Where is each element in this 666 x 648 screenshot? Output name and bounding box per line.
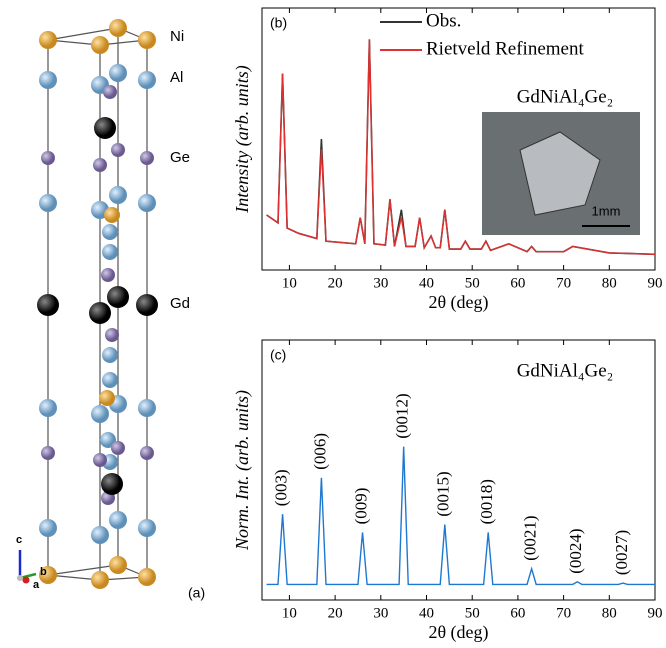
y-axis-label: Norm. Int. (arb. units) <box>232 390 253 551</box>
atom-label: Gd <box>170 295 190 312</box>
axis-label: b <box>40 566 47 578</box>
y-axis-label: Intensity (arb. units) <box>232 65 253 213</box>
peak-label: (0018) <box>477 479 496 524</box>
peak-label: (0027) <box>612 530 631 575</box>
scale-label: 1mm <box>592 203 621 218</box>
x-tick-label: 50 <box>465 605 480 621</box>
x-tick-label: 90 <box>648 605 663 621</box>
panel-label: (c) <box>270 347 286 363</box>
panel-label: (b) <box>270 15 287 31</box>
x-tick-label: 30 <box>373 275 388 291</box>
crystal-structure: Ni Al Ge Gd c b a (a) <box>16 19 205 601</box>
data-line <box>266 446 655 586</box>
atom-label: Al <box>170 69 183 86</box>
x-tick-label: 80 <box>602 275 617 291</box>
data-line <box>266 39 656 255</box>
atom-label: Ge <box>170 149 190 166</box>
crystal-photo <box>519 131 601 216</box>
x-axis-label: 2θ (deg) <box>428 292 488 313</box>
peak-label: (0012) <box>393 393 412 438</box>
x-tick-label: 20 <box>328 605 343 621</box>
x-tick-label: 60 <box>510 605 525 621</box>
annotation: GdNiAl₄Ge₂ <box>517 360 614 381</box>
peak-label: (006) <box>310 433 329 470</box>
peak-label: (009) <box>351 488 370 525</box>
annotation: GdNiAl₄Ge₂ <box>517 86 614 107</box>
peak-label: (003) <box>271 469 290 506</box>
x-tick-label: 40 <box>419 275 434 291</box>
plot-frame <box>261 7 656 271</box>
axis-label: c <box>16 534 22 546</box>
x-tick-label: 70 <box>556 275 571 291</box>
x-tick-label: 80 <box>602 605 617 621</box>
x-tick-label: 40 <box>419 605 434 621</box>
legend-label: Obs. <box>426 10 461 31</box>
plot-frame <box>261 339 656 601</box>
legend-label: Rietveld Refinement <box>426 38 584 59</box>
x-tick-label: 70 <box>556 605 571 621</box>
x-tick-label: 20 <box>328 275 343 291</box>
x-tick-label: 10 <box>282 275 297 291</box>
peak-label: (0015) <box>434 471 453 516</box>
peak-label: (0024) <box>566 528 585 573</box>
x-tick-label: 50 <box>465 275 480 291</box>
x-tick-label: 30 <box>373 605 388 621</box>
atom-label: Ni <box>170 28 184 45</box>
x-tick-label: 10 <box>282 605 297 621</box>
x-axis-label: 2θ (deg) <box>428 622 488 643</box>
x-tick-label: 90 <box>648 275 663 291</box>
panel-label: (a) <box>188 585 205 601</box>
x-tick-label: 60 <box>510 275 525 291</box>
peak-label: (0021) <box>521 515 540 560</box>
axis-label: a <box>33 579 40 591</box>
